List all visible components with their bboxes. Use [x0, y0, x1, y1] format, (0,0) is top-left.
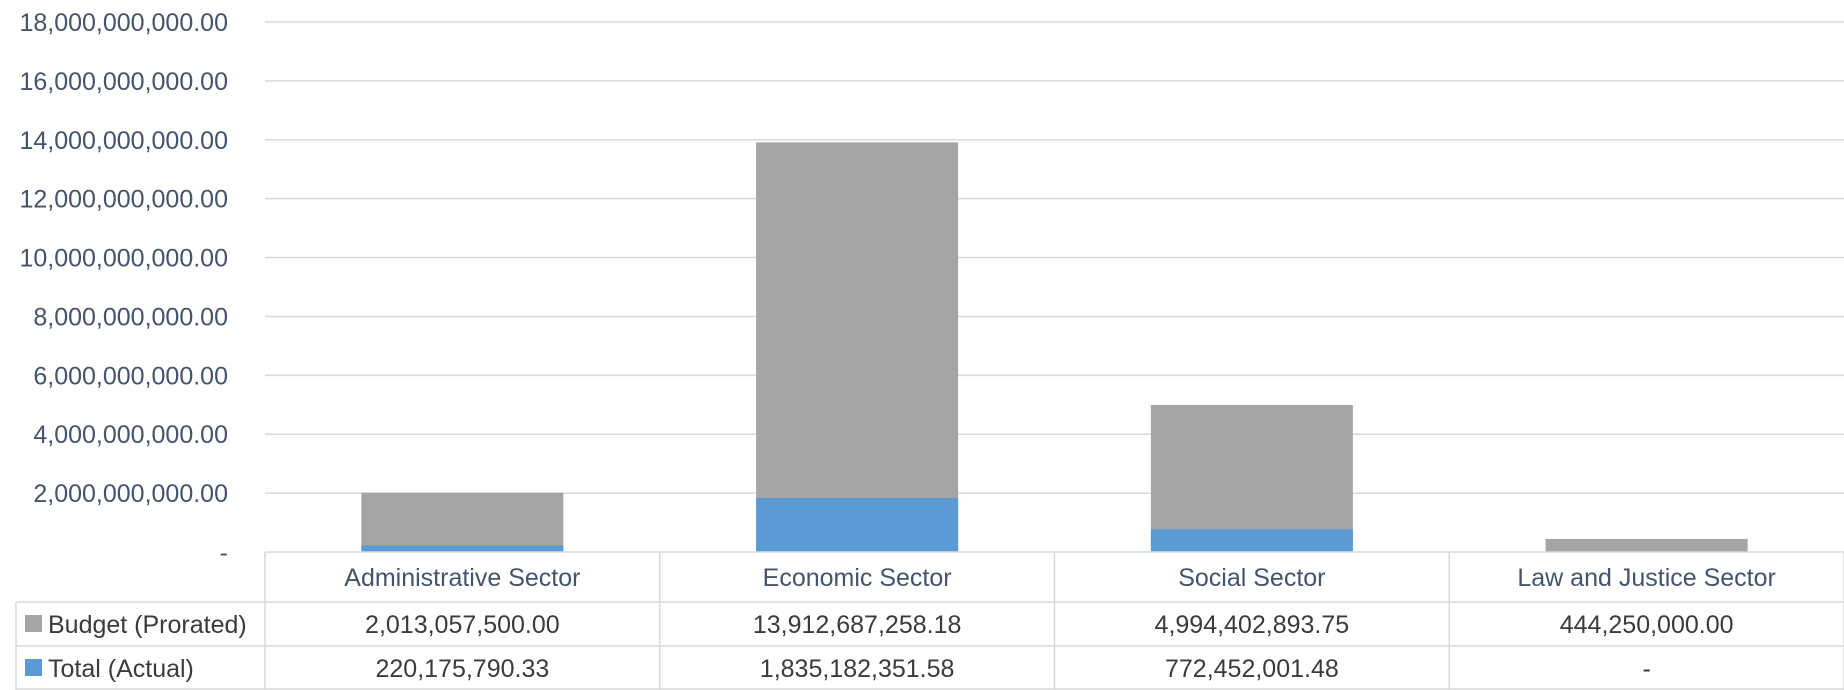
y-tick-label: 12,000,000,000.00 [19, 186, 228, 214]
bar-budget [1150, 404, 1353, 552]
y-tick-label: 14,000,000,000.00 [19, 127, 228, 155]
data-label: 220,175,790.33 [375, 655, 549, 683]
bar-actual [1150, 529, 1353, 552]
x-category-label: Administrative Sector [344, 564, 580, 592]
legend-key-swatch [25, 659, 42, 676]
data-label: 2,013,057,500.00 [365, 611, 560, 639]
data-label: - [1642, 655, 1650, 683]
x-category-label: Law and Justice Sector [1517, 564, 1775, 592]
y-tick-label: 16,000,000,000.00 [19, 68, 228, 96]
x-category-label: Economic Sector [763, 564, 952, 592]
data-label: 13,912,687,258.18 [753, 611, 962, 639]
y-tick-label: 4,000,000,000.00 [33, 421, 228, 449]
bar-actual [756, 497, 959, 552]
y-tick-label: 6,000,000,000.00 [33, 362, 228, 390]
data-label: 1,835,182,351.58 [760, 655, 955, 683]
legend-label: Budget (Prorated) [48, 611, 247, 639]
data-label: 444,250,000.00 [1560, 611, 1734, 639]
y-tick-label: 10,000,000,000.00 [19, 245, 228, 273]
bar-budget [361, 492, 564, 552]
data-label: 772,452,001.48 [1165, 655, 1339, 683]
bar-budget [1545, 538, 1748, 552]
x-category-label: Social Sector [1178, 564, 1325, 592]
legend-key-swatch [25, 615, 42, 632]
bar-budget [756, 142, 959, 553]
y-tick-label: 2,000,000,000.00 [33, 480, 228, 508]
legend-label: Total (Actual) [48, 655, 194, 683]
y-tick-label: - [220, 539, 228, 567]
bar-actual [361, 545, 564, 552]
data-label: 4,994,402,893.75 [1155, 611, 1350, 639]
y-tick-label: 18,000,000,000.00 [19, 9, 228, 37]
y-tick-label: 8,000,000,000.00 [33, 303, 228, 331]
